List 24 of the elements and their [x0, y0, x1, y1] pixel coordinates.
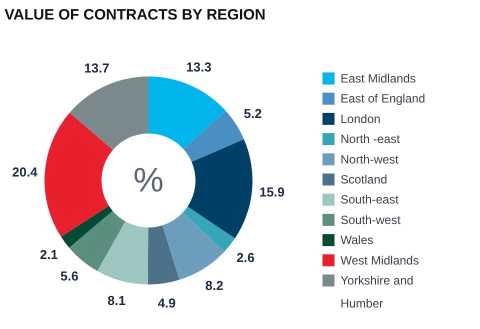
data-label: 8.2 — [205, 278, 224, 294]
data-label: 5.2 — [244, 106, 262, 121]
data-label: 5.6 — [60, 268, 78, 284]
legend-label: West Midlands — [340, 253, 419, 268]
legend-label: North-west — [340, 152, 400, 166]
legend-label: South-east — [340, 192, 400, 207]
legend-label: Yorkshire and Humber — [340, 274, 414, 311]
legend-label: North -east — [340, 132, 401, 146]
data-label: 4.9 — [158, 296, 176, 311]
data-label: 8.1 — [107, 292, 126, 308]
data-label: 20.4 — [12, 164, 38, 180]
text: % — [133, 162, 164, 200]
legend-label: South-west — [340, 212, 402, 227]
legend-label: East of England — [340, 92, 426, 106]
data-label: 13.7 — [84, 60, 110, 76]
data-label: 15.9 — [259, 184, 285, 200]
legend-label: Wales — [340, 233, 374, 248]
legend-label: East Midlands — [340, 72, 416, 86]
data-label: 2.6 — [236, 250, 255, 266]
legend-label: London — [340, 112, 381, 126]
data-label: 13.3 — [186, 60, 212, 75]
chart-title: VALUE OF CONTRACTS BY REGION — [4, 6, 266, 24]
data-label: 2.1 — [40, 246, 58, 262]
legend-label: Scotland — [340, 172, 388, 186]
